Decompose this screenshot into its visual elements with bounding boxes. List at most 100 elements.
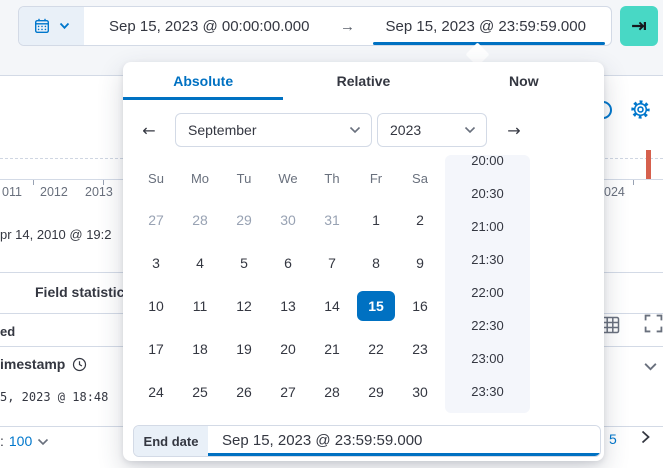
day-cell-19[interactable]: 19 — [236, 341, 252, 357]
time-option-22:00[interactable]: 22:00 — [471, 285, 504, 300]
rows-per-page-value: 100 — [8, 433, 33, 449]
time-option-20:00[interactable]: 20:00 — [471, 155, 504, 168]
day-cell-15-selected[interactable]: 15 — [357, 291, 395, 321]
chevron-down-icon — [59, 22, 70, 30]
weekday-label: We — [278, 171, 298, 186]
day-cell-8[interactable]: 8 — [372, 255, 380, 271]
pagination-page-5[interactable]: 5 — [609, 431, 617, 447]
day-cell-11[interactable]: 11 — [192, 298, 208, 314]
time-option-21:00[interactable]: 21:00 — [471, 219, 504, 234]
tab-now[interactable]: Now — [509, 73, 539, 89]
chevron-down-icon[interactable] — [643, 361, 658, 372]
end-date-row: End date — [133, 425, 601, 457]
chevron-down-icon — [341, 126, 361, 134]
histogram-red-bar — [646, 150, 651, 179]
axis-label-2011: 011 — [2, 185, 22, 199]
calendar-day-grid: 27 28 29 30 31 1 2 3 4 5 6 7 8 9 10 11 12 13 14 15 16 17 18 19 2… — [134, 205, 442, 407]
weekday-header-row: Su Mo Tu We Th Fr Sa — [134, 170, 442, 188]
weekday-label: Mo — [190, 171, 210, 186]
tab-field-statistics[interactable]: Field statistics — [35, 284, 133, 300]
date-picker-popover: Absolute Relative Now ← September 2023 → S… — [123, 62, 604, 461]
chevron-down-icon — [37, 438, 49, 446]
day-cell-18[interactable]: 18 — [192, 341, 208, 357]
tab-relative[interactable]: Relative — [336, 73, 391, 89]
day-cell-21[interactable]: 21 — [324, 341, 340, 357]
day-cell-29[interactable]: 29 — [236, 212, 252, 228]
axis-label-2024: 024 — [604, 185, 625, 199]
day-cell-1[interactable]: 1 — [372, 212, 380, 228]
tab-absolute[interactable]: Absolute — [123, 62, 284, 100]
weekday-label: Sa — [412, 171, 428, 186]
day-cell-27[interactable]: 27 — [280, 384, 296, 400]
day-cell-2[interactable]: 2 — [416, 212, 424, 228]
day-cell-22[interactable]: 22 — [368, 341, 384, 357]
end-date-input-wrap — [208, 426, 600, 456]
day-cell-13[interactable]: 13 — [280, 298, 296, 314]
axis-label-2013: 2013 — [85, 185, 113, 199]
fullscreen-icon[interactable] — [644, 314, 663, 333]
month-select-value: September — [188, 122, 257, 138]
day-cell-26[interactable]: 26 — [236, 384, 252, 400]
year-select-value: 2023 — [390, 122, 422, 138]
time-option-23:00[interactable]: 23:00 — [471, 351, 504, 366]
day-cell-27[interactable]: 27 — [148, 212, 164, 228]
day-cell-30[interactable]: 30 — [280, 212, 296, 228]
day-cell-28[interactable]: 28 — [192, 212, 208, 228]
gear-icon[interactable] — [630, 99, 651, 120]
day-cell-14[interactable]: 14 — [324, 298, 340, 314]
day-cell-16[interactable]: 16 — [412, 298, 428, 314]
day-cell-7[interactable]: 7 — [328, 255, 336, 271]
time-select-list[interactable]: 20:00 20:30 21:00 21:30 22:00 22:30 23:00 23:30 — [445, 155, 530, 413]
time-option-21:30[interactable]: 21:30 — [471, 252, 504, 267]
day-cell-24[interactable]: 24 — [148, 384, 164, 400]
end-date-button[interactable]: Sep 15, 2023 @ 23:59:59.000 — [361, 7, 612, 45]
end-date-input[interactable] — [208, 426, 600, 456]
histogram-time-caption: pr 14, 2010 @ 19:2 — [0, 227, 112, 242]
next-month-button[interactable]: → — [507, 120, 521, 140]
day-cell-28[interactable]: 28 — [324, 384, 340, 400]
day-cell-9[interactable]: 9 — [416, 255, 424, 271]
grid-toolbar-fragment: ed — [0, 324, 16, 339]
end-date-label: End date — [134, 426, 208, 456]
table-cell-timestamp-fragment: 5, 2023 @ 18:48 — [0, 390, 109, 404]
axis-tick — [633, 180, 634, 185]
rows-per-page-fragment: : — [0, 433, 4, 449]
day-cell-3[interactable]: 3 — [152, 255, 160, 271]
day-cell-20[interactable]: 20 — [280, 341, 296, 357]
day-cell-6[interactable]: 6 — [284, 255, 292, 271]
previous-month-button[interactable]: ← — [142, 120, 156, 140]
time-option-22:30[interactable]: 22:30 — [471, 318, 504, 333]
day-cell-12[interactable]: 12 — [236, 298, 252, 314]
quick-select-button[interactable] — [19, 7, 84, 45]
day-cell-30[interactable]: 30 — [412, 384, 428, 400]
day-cell-4[interactable]: 4 — [196, 255, 204, 271]
month-select[interactable]: September — [175, 113, 372, 147]
chevron-right-icon[interactable] — [638, 430, 652, 444]
day-cell-29[interactable]: 29 — [368, 384, 384, 400]
rows-per-page-control[interactable]: : 100 — [0, 433, 49, 449]
day-cell-31[interactable]: 31 — [324, 212, 340, 228]
timestamp-column-header[interactable]: imestamp — [0, 356, 87, 372]
time-option-20:30[interactable]: 20:30 — [471, 186, 504, 201]
weekday-label: Fr — [369, 171, 383, 186]
apply-time-button[interactable]: ⇥ — [620, 6, 658, 46]
day-cell-17[interactable]: 17 — [148, 341, 164, 357]
weekday-label: Th — [324, 171, 340, 186]
axis-tick — [33, 180, 34, 185]
weekday-label: Su — [148, 171, 164, 186]
day-cell-25[interactable]: 25 — [192, 384, 208, 400]
arrow-to-bar-icon: ⇥ — [631, 15, 647, 37]
day-cell-23[interactable]: 23 — [412, 341, 428, 357]
weekday-label: Tu — [236, 171, 252, 186]
day-cell-10[interactable]: 10 — [148, 298, 164, 314]
grid-options-icon[interactable] — [600, 315, 620, 335]
clock-icon — [72, 357, 87, 372]
start-date-button[interactable]: Sep 15, 2023 @ 00:00:00.000 — [109, 17, 310, 35]
range-arrow-icon: → — [340, 17, 355, 35]
timestamp-column-label: imestamp — [0, 356, 66, 372]
year-select[interactable]: 2023 — [377, 113, 487, 147]
time-option-23:30[interactable]: 23:30 — [471, 384, 504, 399]
popover-tabs: Absolute Relative Now — [123, 62, 604, 100]
day-cell-5[interactable]: 5 — [240, 255, 248, 271]
